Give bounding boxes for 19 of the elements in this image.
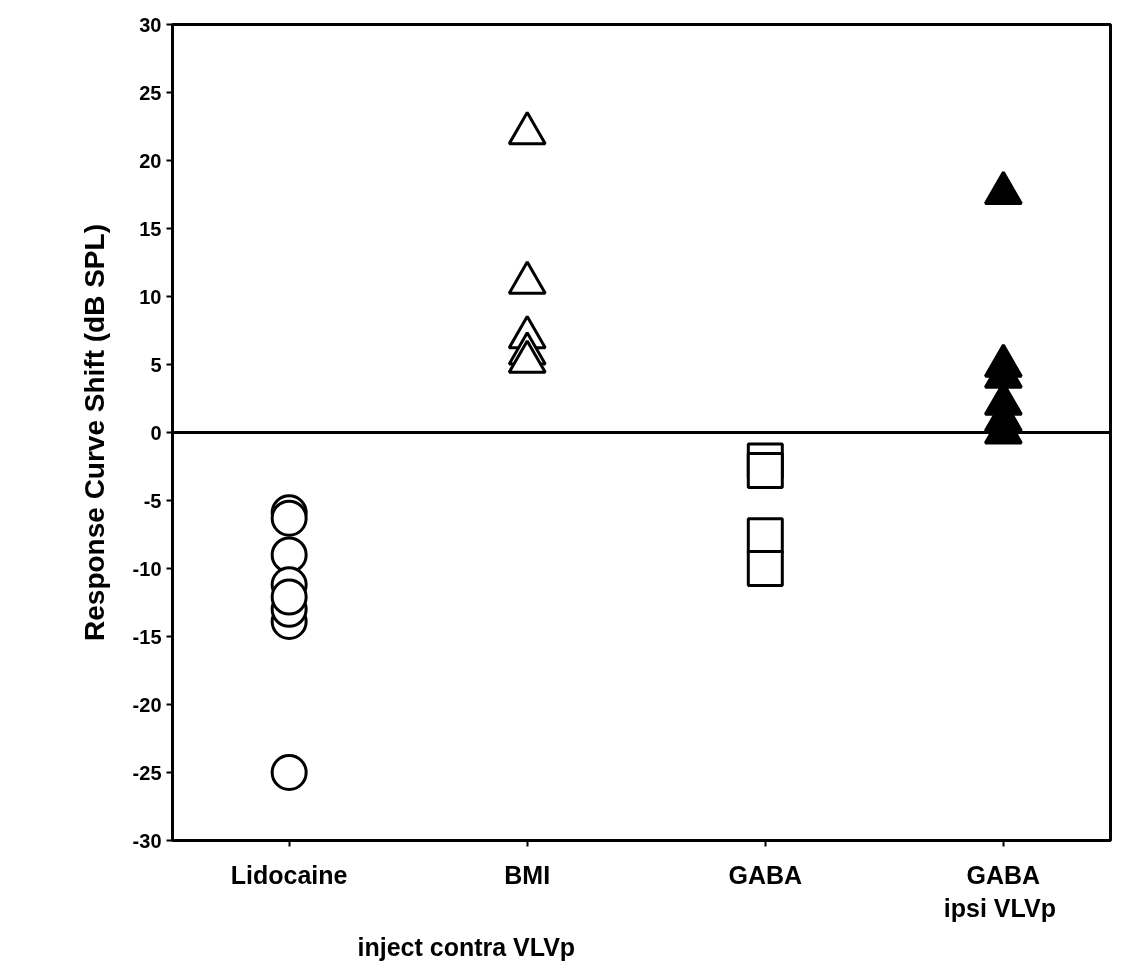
text: inject contra VLVp <box>357 932 576 961</box>
x-tick-label: GABA ipsi VLVp <box>943 860 1056 923</box>
y-tick-label: -15 <box>132 625 162 648</box>
y-tick-label: -30 <box>132 829 162 852</box>
x-tick-label: BMI <box>504 860 551 889</box>
y-axis-title: Response Curve Shift (dB SPL) <box>78 224 110 641</box>
y-tick-label: -10 <box>132 557 162 580</box>
x-tick-label: Lidocaine <box>230 860 348 889</box>
y-tick-label: 10 <box>139 285 162 308</box>
y-tick-label: 30 <box>139 13 162 36</box>
y-tick-label: -25 <box>132 761 162 784</box>
y-tick-label: 15 <box>139 217 162 240</box>
y-tick-label: 0 <box>150 421 162 444</box>
y-tick-label: -5 <box>143 489 162 512</box>
y-tick-label: 5 <box>150 353 162 376</box>
y-tick-label: 25 <box>139 81 162 104</box>
y-tick-label: -20 <box>132 693 162 716</box>
y-tick-label: 20 <box>139 149 162 172</box>
x-tick-label: GABA <box>728 860 803 889</box>
